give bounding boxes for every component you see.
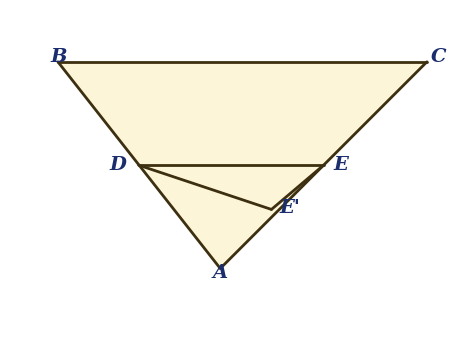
Text: C: C — [431, 48, 447, 66]
Polygon shape — [58, 62, 427, 268]
Text: E': E' — [279, 199, 300, 217]
Text: A: A — [213, 264, 228, 282]
Text: D: D — [110, 156, 127, 174]
Text: E: E — [333, 156, 348, 174]
Text: B: B — [50, 48, 66, 66]
